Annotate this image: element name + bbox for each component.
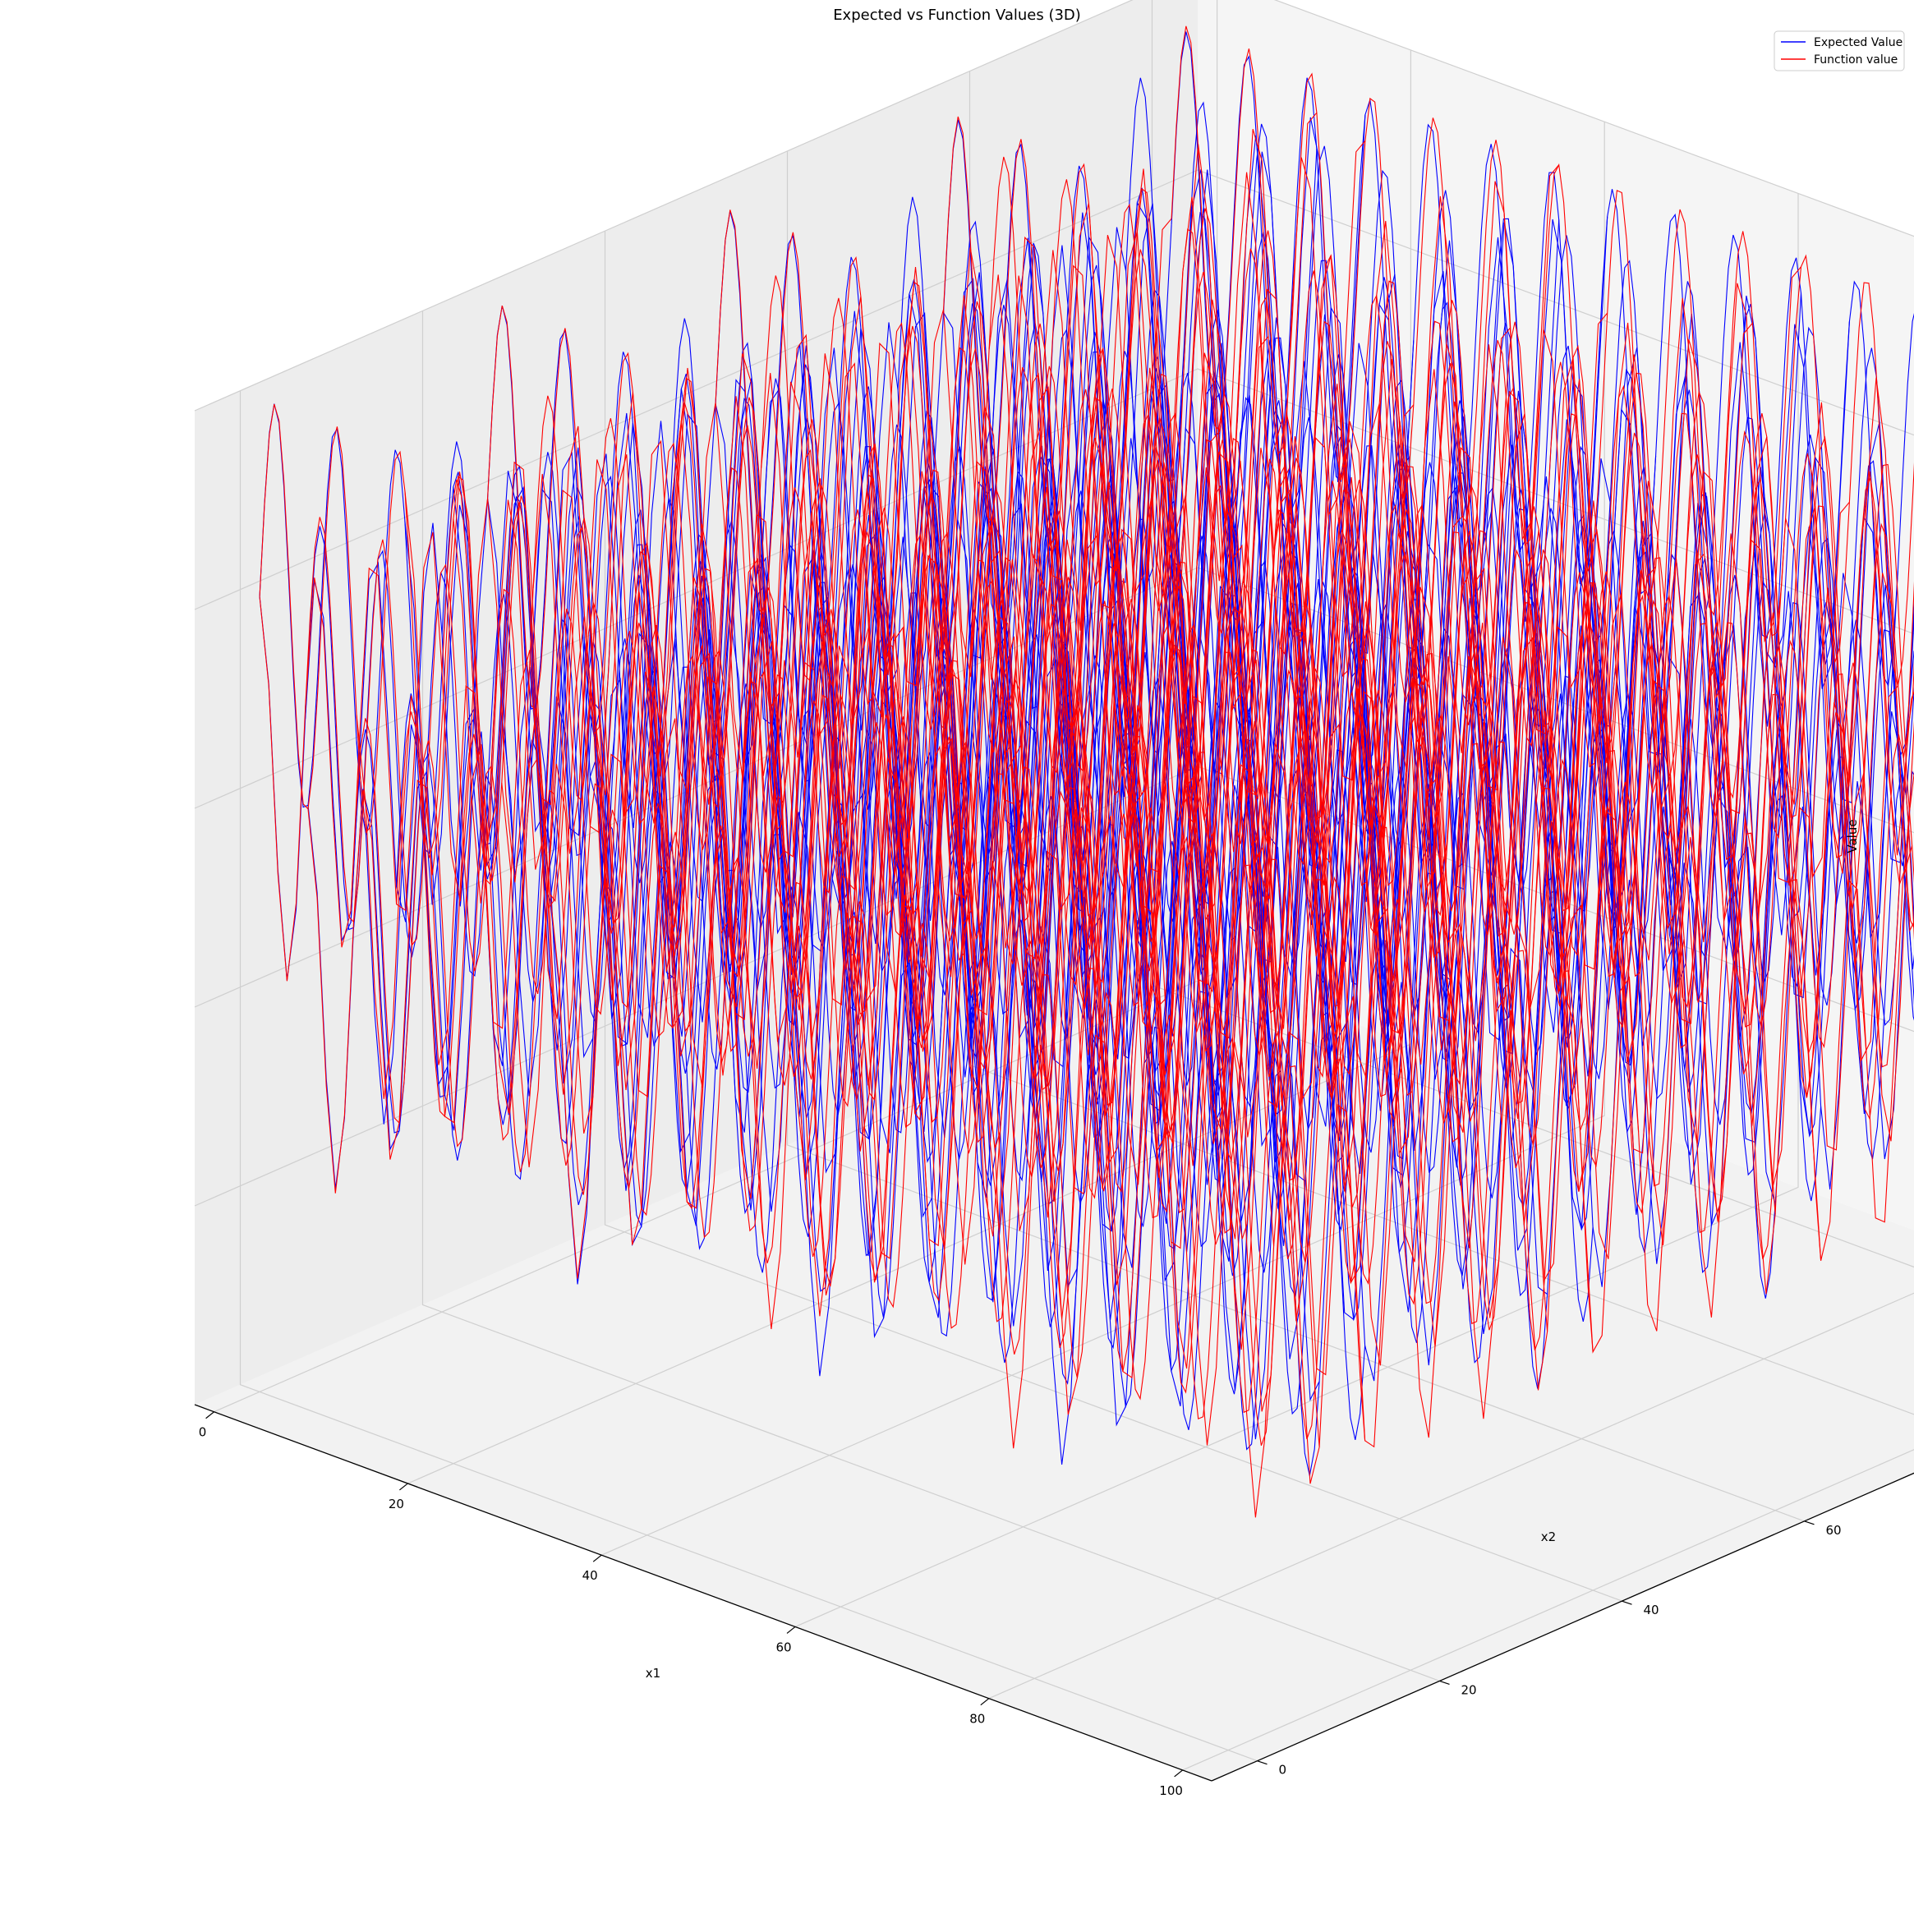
- x-tick-label: 80: [969, 1712, 985, 1727]
- x-tick-label: 40: [582, 1568, 598, 1583]
- series-0-column-line: [646, 219, 1560, 976]
- series-1-column-line: [1130, 471, 1914, 1178]
- gridline-x: [407, 50, 1412, 1484]
- series-0-column-line: [1130, 423, 1914, 1125]
- series-1-column-line: [1179, 770, 1914, 1446]
- legend: Expected Value Function value: [1774, 30, 1905, 71]
- series-1-column-line: [985, 685, 1898, 1449]
- y-tick-mark: [1804, 1520, 1815, 1525]
- y-axis-line: [1211, 1472, 1914, 1782]
- y-tick-label: 40: [1644, 1603, 1659, 1617]
- legend-label-function: Function value: [1814, 53, 1898, 67]
- y-tick-mark: [1257, 1760, 1268, 1765]
- x-tick-mark: [399, 1483, 408, 1491]
- x-tick-label: 60: [775, 1640, 791, 1654]
- y-axis-label: x2: [1541, 1530, 1556, 1544]
- series-1-column-line: [695, 312, 1608, 1076]
- z-axis-label: Value: [1845, 819, 1860, 853]
- gridline-y: [604, 231, 1622, 1602]
- series-1-column-line: [646, 164, 1560, 927]
- gridline-z: [194, 368, 1914, 809]
- y-tick-label: 60: [1826, 1523, 1842, 1538]
- axes-lines: [194, 1404, 1914, 1782]
- series-1-column-line: [1227, 845, 1914, 1518]
- gridline-y: [239, 390, 1258, 1762]
- series-1-column-line: [888, 266, 1801, 1029]
- series-1-column-line: [1082, 377, 1914, 1109]
- series-lines: [259, 25, 1914, 1518]
- x-tick-mark: [592, 1554, 602, 1562]
- series-1-column-line: [936, 501, 1850, 1265]
- y-tick-label: 0: [1279, 1763, 1287, 1778]
- legend-label-expected: Expected Value: [1814, 36, 1902, 49]
- y-tick-mark: [1439, 1680, 1450, 1685]
- x-tick-label: 0: [199, 1425, 207, 1440]
- gridline-z: [194, 169, 1914, 610]
- x-axis-line: [194, 1404, 1212, 1782]
- x-tick-label: 20: [389, 1497, 404, 1511]
- x-tick-mark: [786, 1626, 796, 1634]
- x-tick-mark: [980, 1698, 990, 1706]
- series-1-column-line: [356, 336, 1269, 1099]
- series-1-wireframe: [259, 25, 1914, 1518]
- y-tick-mark: [1622, 1600, 1632, 1605]
- x-tick-mark: [1174, 1769, 1184, 1778]
- gridline-y: [421, 310, 1440, 1681]
- series-1-column-line: [1033, 573, 1914, 1319]
- series-1-column-line: [453, 140, 1366, 904]
- gridline-x: [988, 1292, 1914, 1700]
- x-axis-label: x1: [646, 1666, 660, 1681]
- gridline-x: [794, 193, 1799, 1627]
- series-1-column-line: [598, 327, 1511, 1091]
- chart-title: Expected vs Function Values (3D): [833, 7, 1081, 24]
- x-tick-mark: [205, 1411, 214, 1419]
- series-0-column-line: [743, 455, 1657, 1212]
- y-tick-label: 20: [1461, 1682, 1477, 1697]
- gridline-z: [194, 567, 1914, 1008]
- series-0-column-line: [695, 216, 1608, 973]
- series-0-column-line: [1227, 770, 1914, 1440]
- gridline-y: [786, 150, 1805, 1522]
- gridline-x: [1182, 1449, 1914, 1771]
- x-tick-label: 100: [1159, 1783, 1183, 1798]
- series-0-column-line: [501, 340, 1415, 1097]
- series-1-column-line: [840, 322, 1753, 1086]
- legend-box: [1774, 30, 1905, 71]
- series-0-column-line: [404, 149, 1318, 905]
- series-1-column-line: [259, 218, 1172, 982]
- series-1-column-line: [404, 112, 1318, 876]
- series-1-column-line: [792, 553, 1705, 1317]
- gridline-x: [600, 122, 1605, 1556]
- gridline-z: [194, 0, 1914, 412]
- tick-labels: 020406080100020406080100−2−1012: [199, 1411, 1842, 1798]
- series-0-column-line: [1179, 515, 1914, 1185]
- left-pane: [195, 0, 1198, 1405]
